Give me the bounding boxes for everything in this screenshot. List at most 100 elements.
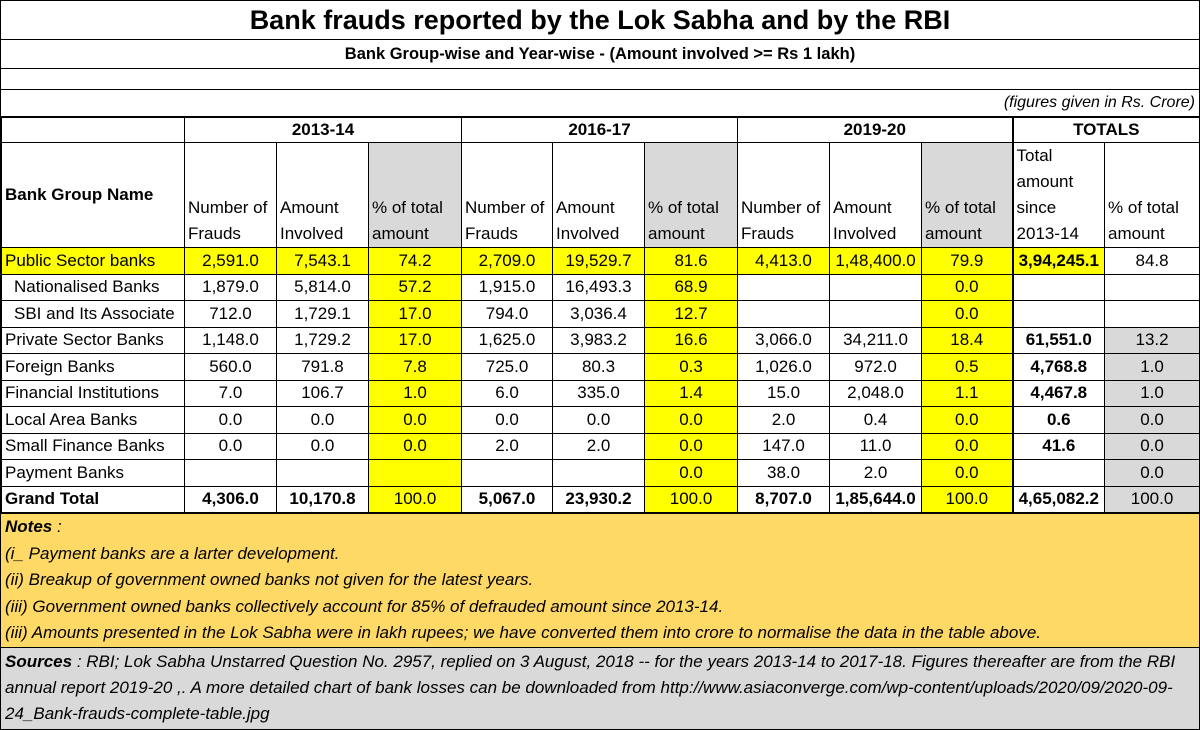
table-cell: 0.6 — [1011, 406, 1106, 434]
table-cell: 1,879.0 — [184, 273, 277, 301]
row-label: Public Sector banks — [1, 247, 185, 275]
header-amount-involved: Amount Involved — [552, 142, 646, 248]
table-cell — [367, 459, 463, 487]
column-header-row: Bank Group Name Number of Frauds Amount … — [1, 142, 1200, 248]
table-cell: 0.0 — [1104, 459, 1200, 487]
group-header-2013-14: 2013-14 — [183, 117, 463, 143]
table-row: SBI and Its Associate 712.0 1,729.1 17.0 794… — [1, 300, 1200, 328]
table-cell: 81.6 — [644, 247, 739, 275]
table-cell: 0.0 — [461, 406, 554, 434]
header-pct-total: % of total amount — [367, 142, 463, 248]
table-cell: 4,413.0 — [737, 247, 831, 275]
table-cell: 5,067.0 — [461, 485, 554, 513]
table-cell: 3,066.0 — [737, 326, 831, 354]
table-cell: 6.0 — [461, 379, 554, 407]
table-cell: 0.0 — [921, 432, 1014, 460]
notes-heading: Notes : — [1, 514, 1199, 541]
table-cell — [829, 300, 923, 328]
row-label: Grand Total — [1, 485, 185, 513]
table-cell: 17.0 — [367, 300, 463, 328]
table-cell: 100.0 — [644, 485, 739, 513]
table-cell: 57.2 — [367, 273, 463, 301]
table-cell: 1,915.0 — [461, 273, 554, 301]
sources-text: : RBI; Lok Sabha Unstarred Question No. … — [5, 651, 1176, 723]
table-row: Payment Banks 0.0 38.0 2.0 0.0 0.0 — [1, 459, 1200, 487]
table-cell: 17.0 — [367, 326, 463, 354]
sources-section: Sources : RBI; Lok Sabha Unstarred Quest… — [1, 646, 1199, 729]
table-cell: 0.0 — [367, 432, 463, 460]
header-amount-involved: Amount Involved — [276, 142, 369, 248]
blank-row — [1, 69, 1199, 90]
table-cell: 712.0 — [184, 300, 277, 328]
table-cell: 34,211.0 — [829, 326, 923, 354]
table-cell: 84.8 — [1104, 247, 1200, 275]
table-cell: 106.7 — [276, 379, 369, 407]
chart-title: Bank frauds reported by the Lok Sabha an… — [1, 1, 1199, 40]
row-label: Local Area Banks — [1, 406, 185, 434]
row-label: SBI and Its Associate — [1, 300, 185, 328]
row-label: Nationalised Banks — [1, 273, 185, 301]
table-cell: 2,709.0 — [461, 247, 554, 275]
table-cell: 2.0 — [829, 459, 923, 487]
table-cell: 3,983.2 — [552, 326, 646, 354]
group-header-2016-17: 2016-17 — [461, 117, 739, 143]
table-cell: 7,543.1 — [276, 247, 369, 275]
table-cell: 0.0 — [276, 432, 369, 460]
row-label: Foreign Banks — [1, 353, 185, 381]
notes-heading-suffix: : — [52, 517, 62, 536]
sources-label: Sources — [5, 651, 73, 671]
table-cell: 2.0 — [737, 406, 831, 434]
table-cell: 12.7 — [644, 300, 739, 328]
table-cell: 2.0 — [461, 432, 554, 460]
header-number-of-frauds: Number of Frauds — [184, 142, 277, 248]
table-cell: 16,493.3 — [552, 273, 646, 301]
table-cell: 0.0 — [921, 300, 1014, 328]
header-number-of-frauds: Number of Frauds — [461, 142, 554, 248]
table-cell: 1,625.0 — [461, 326, 554, 354]
note-item: (i_ Payment banks are a larter developme… — [5, 543, 340, 563]
table-cell: 0.0 — [1104, 432, 1200, 460]
table-cell — [552, 459, 646, 487]
table-cell: 1.0 — [367, 379, 463, 407]
table-cell — [184, 459, 277, 487]
table-cell: 10,170.8 — [276, 485, 369, 513]
row-label: Small Finance Banks — [1, 432, 185, 460]
table-cell — [737, 300, 831, 328]
table-cell: 7.8 — [367, 353, 463, 381]
table-row: Small Finance Banks 0.0 0.0 0.0 2.0 2.0 0.0 147… — [1, 432, 1200, 460]
table-cell: 0.0 — [644, 432, 739, 460]
table-cell: 41.6 — [1011, 432, 1106, 460]
header-total-since: Total amount since 2013-14 — [1011, 142, 1106, 248]
empty-header-cell — [1, 117, 185, 143]
table-cell: 0.0 — [552, 406, 646, 434]
table-cell: 100.0 — [921, 485, 1014, 513]
table-cell: 5,814.0 — [276, 273, 369, 301]
table-cell: 4,467.8 — [1011, 379, 1106, 407]
table-cell: 1,026.0 — [737, 353, 831, 381]
table-cell: 68.9 — [644, 273, 739, 301]
table-cell: 18.4 — [921, 326, 1014, 354]
table-cell: 0.5 — [921, 353, 1014, 381]
header-pct-total: % of total amount — [921, 142, 1014, 248]
row-label: Private Sector Banks — [1, 326, 185, 354]
table-cell: 1.0 — [1104, 379, 1200, 407]
table-row: Private Sector Banks 1,148.0 1,729.2 17.0 1,… — [1, 326, 1200, 354]
notes-heading-label: Notes — [5, 517, 53, 536]
table-cell: 7.0 — [184, 379, 277, 407]
table-cell: 2.0 — [552, 432, 646, 460]
table-cell: 1.1 — [921, 379, 1014, 407]
header-bank-group-name: Bank Group Name — [1, 142, 185, 248]
table-row: Financial Institutions 7.0 106.7 1.0 6.0 335.… — [1, 379, 1200, 407]
table-cell: 0.0 — [184, 432, 277, 460]
notes-section: Notes : (i_ Payment banks are a larter d… — [1, 513, 1199, 647]
table-cell: 0.0 — [276, 406, 369, 434]
table-cell: 38.0 — [737, 459, 831, 487]
table-cell: 0.0 — [921, 406, 1014, 434]
table-cell: 2,048.0 — [829, 379, 923, 407]
table-cell: 1,729.1 — [276, 300, 369, 328]
table-cell — [1011, 300, 1106, 328]
chart-subtitle: Bank Group-wise and Year-wise - (Amount … — [1, 40, 1199, 69]
table-row: Foreign Banks 560.0 791.8 7.8 725.0 80.3 0.3 1,… — [1, 353, 1200, 381]
table-cell: 560.0 — [184, 353, 277, 381]
